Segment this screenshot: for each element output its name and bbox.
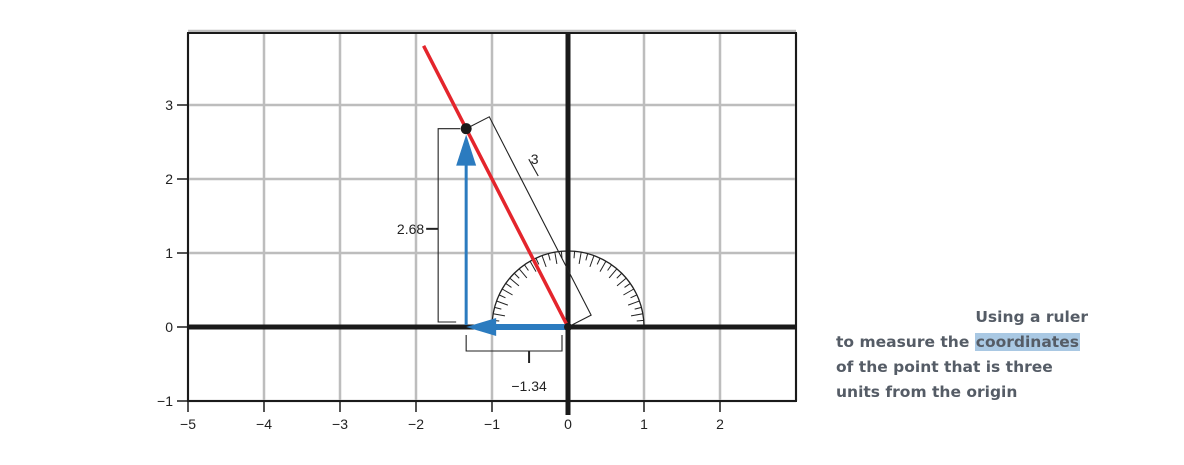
ticks: −5 −4 −3 −2 −1 0 1 2 −1 0 1 2 3 <box>157 97 724 432</box>
y-tick-label: −1 <box>157 393 173 409</box>
protractor-tick <box>623 288 635 296</box>
red-line-segment <box>422 45 572 331</box>
y-component-arrowhead <box>456 134 477 166</box>
x-component-arrowhead <box>466 318 497 336</box>
x-tick-label: 1 <box>640 416 648 432</box>
grid-lines <box>186 29 798 403</box>
y-component-label: 2.68 <box>397 221 424 237</box>
x-tick-label: −5 <box>180 416 196 432</box>
protractor-tick <box>513 272 520 279</box>
protractor-tick <box>630 294 638 299</box>
x-bracket <box>465 335 563 352</box>
measured-point <box>460 123 472 135</box>
protractor-tick <box>589 255 595 268</box>
x-tick-label: −2 <box>408 416 424 432</box>
y-tick-label: 3 <box>165 97 173 113</box>
caption-line-3: of the point that is three <box>836 358 1053 376</box>
protractor-tick <box>554 252 558 265</box>
protractor-tick <box>498 294 506 299</box>
protractor-tick <box>599 260 607 272</box>
protractor-tick <box>509 277 520 287</box>
x-tick-label: −1 <box>484 416 500 432</box>
x-tick-label: −3 <box>332 416 348 432</box>
ruler <box>465 116 592 328</box>
points <box>460 123 572 331</box>
red-line <box>422 45 572 331</box>
vector-length-label: 3 <box>531 151 539 167</box>
protractor-tick <box>607 264 613 271</box>
y-tick-label: 2 <box>165 171 173 187</box>
caption-line-1: Using a ruler <box>975 308 1088 326</box>
protractor-tick <box>616 272 623 279</box>
caption-line-4: units from the origin <box>836 383 1018 401</box>
protractor-tick <box>547 253 551 261</box>
protractor-tick <box>585 253 589 261</box>
component-vectors <box>456 134 568 336</box>
protractor-tick <box>541 255 547 268</box>
y-bracket <box>437 128 461 323</box>
origin-point <box>564 323 572 331</box>
x-component-label: −1.34 <box>511 378 547 394</box>
protractor-tick <box>627 300 640 306</box>
caption-highlight: coordinates <box>974 333 1080 351</box>
ruler-outline <box>465 116 592 328</box>
protractor-tick <box>616 277 627 287</box>
protractor-tick <box>608 268 618 279</box>
protractor-tick <box>523 264 529 271</box>
protractor-tick <box>573 251 576 259</box>
caption-line-2-text: to measure the <box>836 333 975 351</box>
protractor-tick <box>624 282 631 288</box>
x-tick-label: −4 <box>256 416 272 432</box>
protractor-tick <box>505 282 512 288</box>
y-tick-label: 0 <box>165 319 173 335</box>
protractor-tick <box>529 260 537 272</box>
protractor-tick <box>496 300 509 306</box>
y-tick-label: 1 <box>165 245 173 261</box>
protractor-tick <box>596 257 601 265</box>
annotation-labels: 3 2.68 −1.34 <box>397 151 547 394</box>
length-leader <box>528 158 539 177</box>
protractor-tick <box>630 313 643 317</box>
measure-brackets <box>426 128 563 363</box>
protractor-tick <box>493 313 506 317</box>
caption-line-2: to measure the coordinates <box>836 330 1088 355</box>
protractor-tick <box>578 252 582 265</box>
figure-caption: Using a ruler to measure the coordinates… <box>836 305 1088 405</box>
protractor-tick <box>518 268 528 279</box>
x-tick-label: 2 <box>716 416 724 432</box>
protractor-tick <box>494 306 502 310</box>
x-tick-label: 0 <box>564 416 572 432</box>
protractor-tick <box>501 288 513 296</box>
protractor-tick <box>535 257 540 265</box>
protractor-tick <box>636 319 644 322</box>
protractor-tick <box>634 306 642 310</box>
